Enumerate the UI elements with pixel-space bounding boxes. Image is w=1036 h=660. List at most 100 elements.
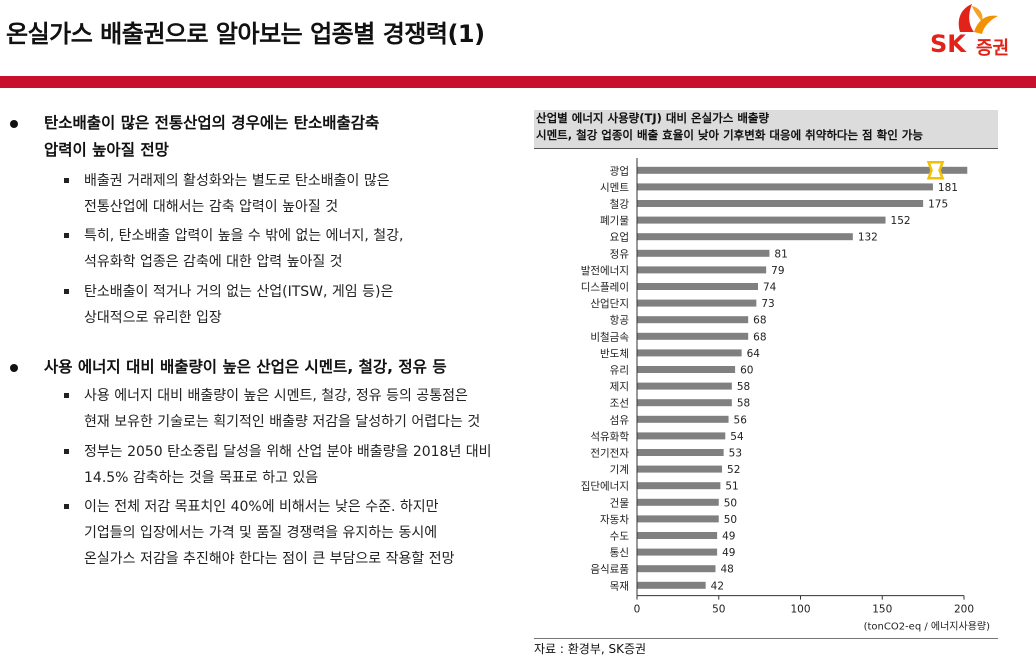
sk-securities-logo: SK 증권 xyxy=(930,2,1030,66)
x-tick-label: 150 xyxy=(872,604,892,616)
page-title: 온실가스 배출권으로 알아보는 업종별 경쟁력(1) xyxy=(6,20,485,48)
item-line: 정부는 2050 탄소중립 달성을 위해 산업 분야 배출량을 2018년 대비 xyxy=(84,444,492,460)
item-line: 14.5% 감축하는 것을 목표로 하고 있음 xyxy=(84,470,319,486)
bar xyxy=(637,532,718,539)
item-line: 현재 보유한 기술로는 획기적인 배출량 저감을 달성하기 어렵다는 것 xyxy=(84,414,481,430)
data-label: 175 xyxy=(928,199,948,211)
data-label: 79 xyxy=(771,265,784,277)
heading-line: 탄소배출이 많은 전통산업의 경우에는 탄소배출감축 xyxy=(44,114,380,132)
category-label: 건물 xyxy=(610,497,630,509)
bar xyxy=(637,249,770,257)
data-label: 50 xyxy=(724,514,737,526)
item-line: 이는 전체 저감 목표치인 40%에 비해서는 낮은 수준. 하지만 xyxy=(84,499,439,515)
bar xyxy=(637,216,886,224)
category-label: 유리 xyxy=(610,365,629,377)
butterfly-logo-icon xyxy=(958,4,998,34)
bar xyxy=(637,332,749,340)
square-bullet-icon xyxy=(64,289,69,294)
data-label: 50 xyxy=(724,497,737,509)
data-label: 81 xyxy=(774,248,787,260)
item-line: 석유화학 업종은 감축에 대한 압력 높아질 것 xyxy=(84,254,343,270)
category-label: 제지 xyxy=(610,381,629,393)
bar xyxy=(637,399,732,407)
data-label: 181 xyxy=(938,182,958,194)
heading-line: 압력이 높아질 전망 xyxy=(44,141,169,159)
data-label: 49 xyxy=(722,531,735,543)
category-label: 목재 xyxy=(610,580,629,592)
square-bullet-icon xyxy=(64,233,69,238)
data-label: 64 xyxy=(747,348,761,360)
square-bullet-icon xyxy=(64,393,69,398)
bar xyxy=(637,565,716,573)
category-label: 시멘트 xyxy=(600,182,629,194)
chart-header: 산업별 에너지 사용량(TJ) 대비 온실가스 배출량 시멘트, 철강 업종이 … xyxy=(534,110,998,149)
data-label: 52 xyxy=(727,464,740,476)
category-label: 섬유 xyxy=(610,414,630,426)
bar xyxy=(637,415,729,423)
bullet-icon xyxy=(10,364,18,372)
category-label: 자동차 xyxy=(600,514,629,526)
chart-subtitle: 시멘트, 철강 업종이 배출 효율이 낮아 기후변화 대응에 취약하다는 점 확… xyxy=(536,128,923,142)
data-label: 68 xyxy=(753,315,766,327)
item-line: 사용 에너지 대비 배출량이 높은 시멘트, 철강, 정유 등의 공통점은 xyxy=(84,388,468,404)
data-label: 58 xyxy=(737,381,750,393)
category-label: 집단에너지 xyxy=(581,481,629,493)
item-line: 배출권 거래제의 활성화와는 별도로 탄소배출이 많은 xyxy=(84,173,390,189)
source-note: 자료 : 환경부, SK증권 xyxy=(534,638,998,657)
header-divider xyxy=(0,76,1036,88)
bar xyxy=(637,299,757,307)
bar xyxy=(637,200,924,207)
data-label: 60 xyxy=(740,365,753,377)
bar xyxy=(637,349,742,357)
category-label: 항공 xyxy=(610,315,630,327)
data-label: 132 xyxy=(858,232,878,244)
category-label: 요업 xyxy=(610,231,629,244)
category-label: 수도 xyxy=(610,531,630,543)
bar xyxy=(637,515,719,523)
category-label: 폐기물 xyxy=(600,215,629,227)
square-bullet-icon xyxy=(64,178,69,183)
item-line: 탄소배출이 적거나 거의 없는 산업(ITSW, 게임 등)은 xyxy=(84,284,394,300)
category-label: 광업 xyxy=(610,164,629,177)
data-label: 51 xyxy=(725,481,738,493)
bar xyxy=(637,465,723,473)
x-axis-unit-label: (tonCO2-eq / 에너지사용량) xyxy=(864,621,991,633)
x-tick-label: 200 xyxy=(954,604,974,616)
category-label: 통신 xyxy=(610,547,629,559)
data-label: 73 xyxy=(761,298,774,310)
data-label: 49 xyxy=(722,547,735,559)
axis-break-marker xyxy=(926,161,945,180)
bar xyxy=(637,283,758,290)
bar xyxy=(637,581,706,589)
category-label: 조선 xyxy=(610,398,629,410)
category-label: 디스플레이 xyxy=(581,282,629,294)
data-label: 68 xyxy=(753,331,766,343)
bar xyxy=(637,166,968,174)
bar xyxy=(637,366,736,373)
category-label: 반도체 xyxy=(600,348,629,360)
data-label: 56 xyxy=(734,414,748,426)
bullet-icon xyxy=(10,120,18,128)
data-label: 74 xyxy=(763,282,777,294)
bar xyxy=(637,233,853,241)
category-label: 전기전자 xyxy=(590,448,629,460)
bar xyxy=(637,316,749,324)
item-line: 온실가스 저감을 추진해야 한다는 점이 큰 부담으로 작용할 전망 xyxy=(84,551,455,567)
x-tick-label: 0 xyxy=(634,604,641,616)
item-line: 특히, 탄소배출 압력이 높을 수 밖에 없는 에너지, 철강, xyxy=(84,228,404,244)
x-tick-label: 100 xyxy=(790,604,810,616)
data-label: 53 xyxy=(729,448,742,460)
category-label: 발전에너지 xyxy=(581,265,629,277)
chart-title: 산업별 에너지 사용량(TJ) 대비 온실가스 배출량 xyxy=(536,111,770,125)
category-label: 산업단지 xyxy=(590,297,629,310)
category-label: 비철금속 xyxy=(590,331,629,343)
logo-subtext: 증권 xyxy=(976,38,1010,59)
data-label: 54 xyxy=(730,431,744,443)
bar xyxy=(637,548,718,556)
item-line: 상대적으로 유리한 입장 xyxy=(84,310,222,326)
bar xyxy=(637,449,724,456)
bar xyxy=(637,432,726,440)
bar xyxy=(637,498,719,506)
data-label: 152 xyxy=(891,215,911,227)
